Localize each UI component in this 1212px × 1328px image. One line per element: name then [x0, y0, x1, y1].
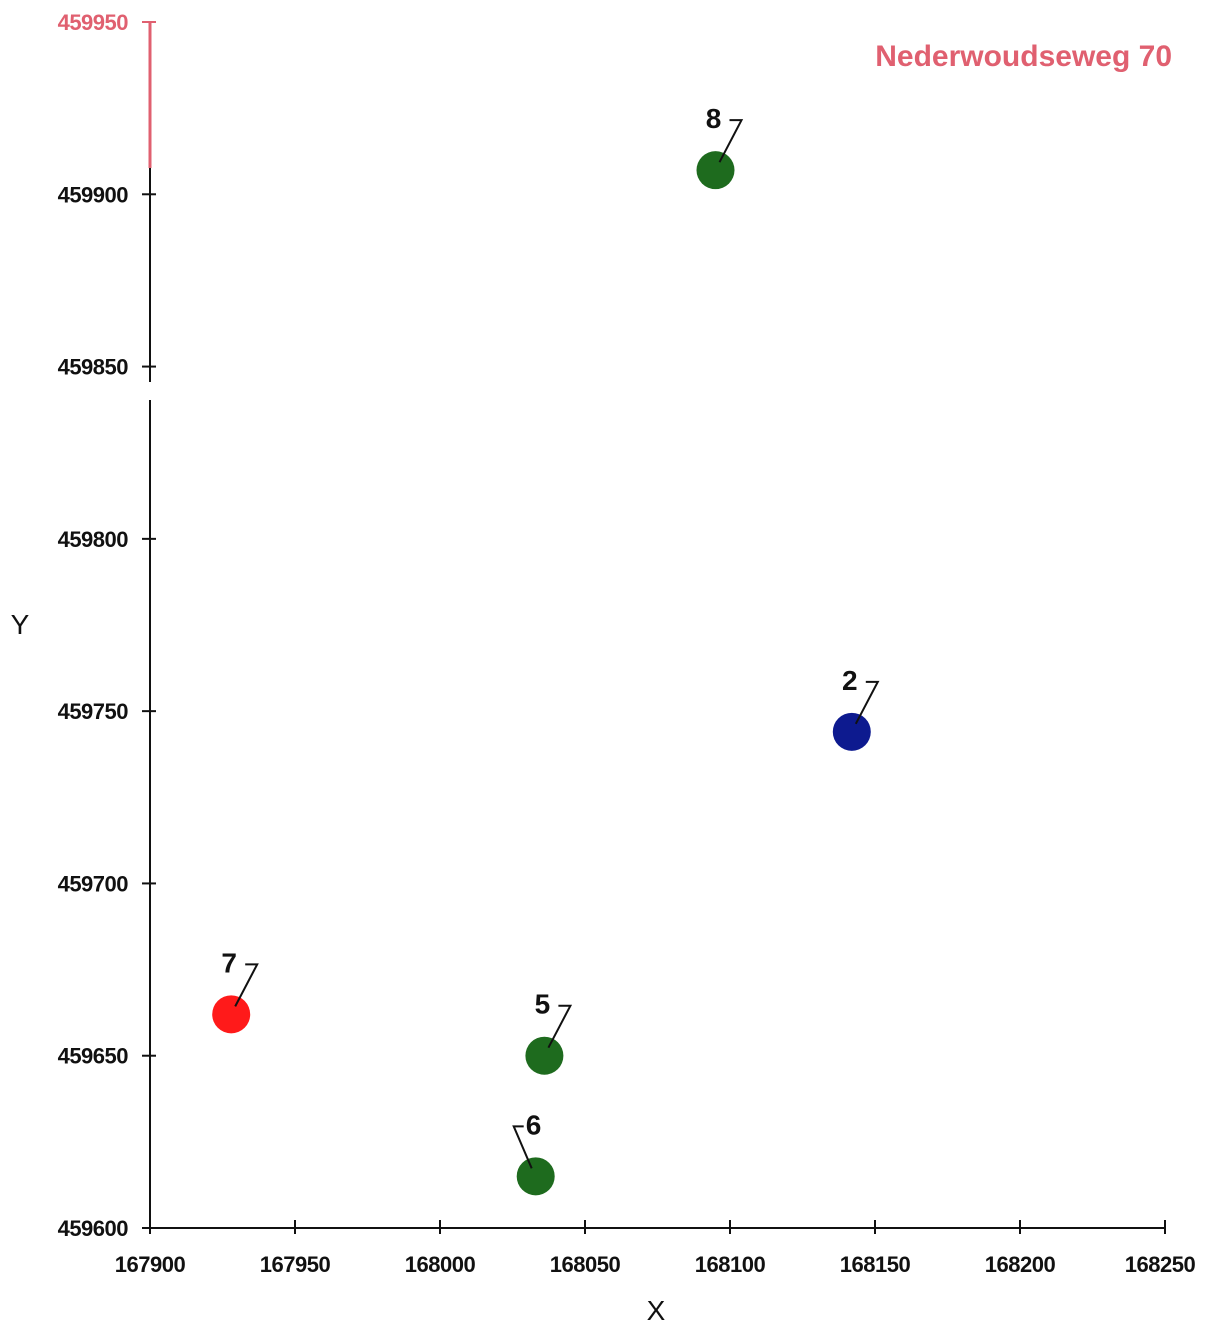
data-point-group: 6	[512, 1109, 555, 1196]
point-label: 8	[706, 103, 722, 134]
data-point	[516, 1157, 555, 1196]
data-point-group: 2	[832, 665, 880, 751]
x-tick-label: 167900	[115, 1252, 186, 1277]
data-point-group: 7	[212, 947, 259, 1034]
point-label: 7	[221, 947, 237, 978]
y-tick-label: 459800	[58, 527, 129, 552]
y-tick-label: 459650	[58, 1044, 129, 1069]
data-point	[832, 712, 871, 751]
axes	[142, 21, 1166, 1234]
leader-line	[512, 1125, 533, 1169]
tick-labels: 459600 459650 459700 459750 459800 459850 4599…	[58, 10, 1196, 1277]
x-tick-label: 168250	[1125, 1252, 1196, 1277]
leader-line	[547, 1004, 573, 1049]
x-axis-title: X	[647, 1295, 666, 1326]
data-points: 8 2 7 5 6	[212, 103, 880, 1196]
x-tick-label: 168100	[695, 1252, 766, 1277]
y-tick-label: 459750	[58, 699, 129, 724]
leader-line	[854, 680, 880, 725]
y-tick-label: 459950	[58, 10, 129, 35]
point-label: 6	[526, 1109, 542, 1140]
leader-line	[234, 963, 259, 1007]
data-point	[525, 1036, 564, 1075]
data-point-group: 8	[696, 103, 744, 190]
data-point-group: 5	[525, 989, 573, 1075]
leader-line	[718, 119, 744, 163]
x-tick-label: 168200	[985, 1252, 1056, 1277]
point-label: 5	[535, 989, 551, 1020]
x-tick-label: 168000	[405, 1252, 476, 1277]
chart-title: Nederwoudseweg 70	[875, 40, 1172, 73]
x-tick-label: 167950	[260, 1252, 331, 1277]
y-tick-label: 459700	[58, 871, 129, 896]
y-axis-title: Y	[11, 609, 30, 640]
point-label: 2	[842, 665, 858, 696]
y-tick-label: 459850	[58, 355, 129, 380]
y-tick-label: 459900	[58, 182, 129, 207]
x-tick-label: 168150	[840, 1252, 911, 1277]
data-point	[696, 151, 735, 190]
data-point	[212, 995, 251, 1034]
y-tick-label: 459600	[58, 1216, 129, 1241]
x-tick-label: 168050	[550, 1252, 621, 1277]
